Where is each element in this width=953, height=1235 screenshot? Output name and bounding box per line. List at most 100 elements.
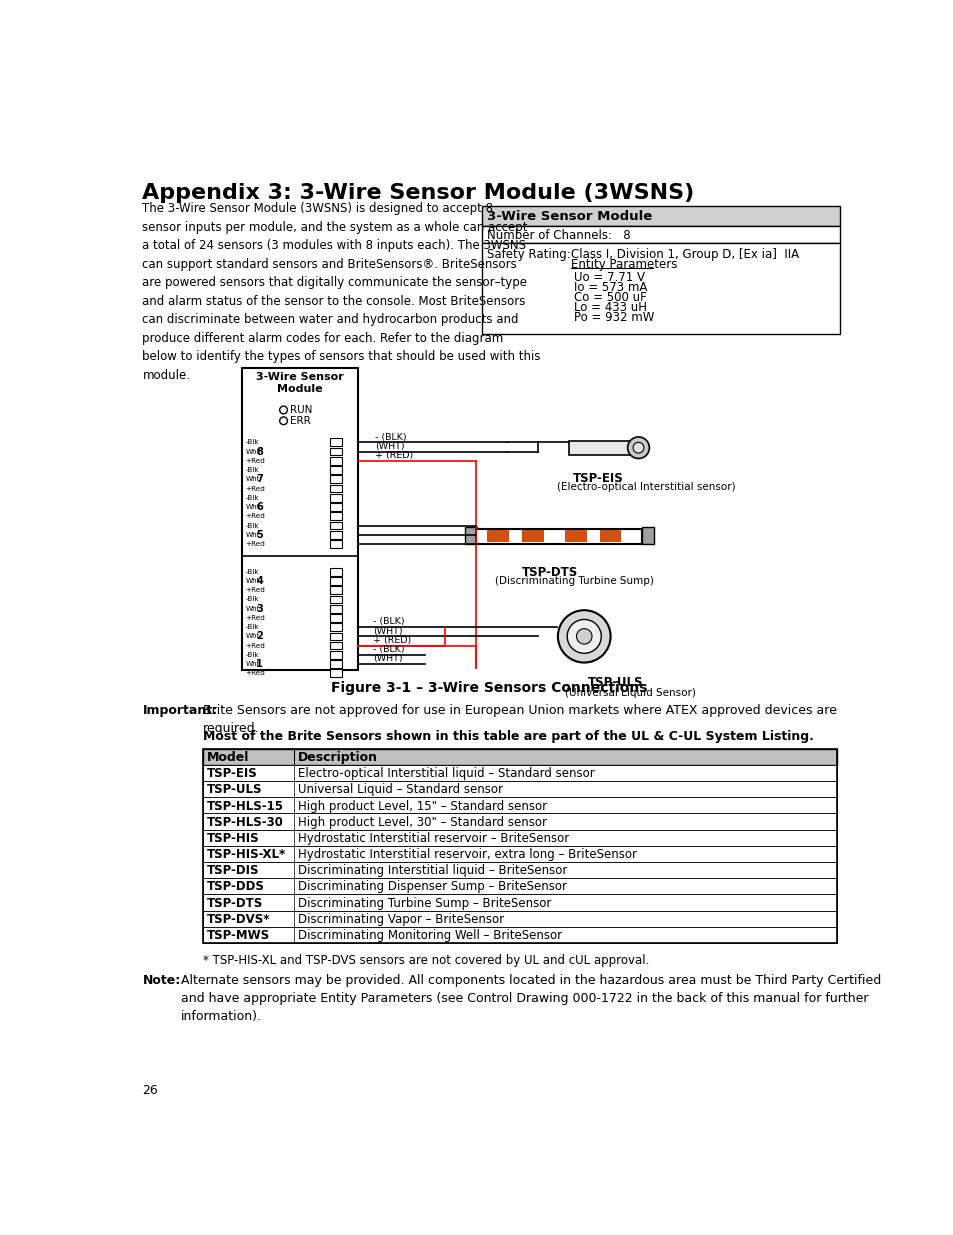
Circle shape — [633, 442, 643, 453]
FancyBboxPatch shape — [481, 226, 840, 243]
Text: Model: Model — [207, 751, 249, 764]
FancyBboxPatch shape — [203, 814, 836, 830]
Text: -Blk: -Blk — [245, 652, 259, 658]
Text: Safety Rating:: Safety Rating: — [486, 247, 570, 261]
Text: TSP-DTS: TSP-DTS — [207, 897, 263, 910]
FancyBboxPatch shape — [203, 894, 836, 910]
Text: Important:: Important: — [142, 704, 217, 718]
FancyBboxPatch shape — [330, 466, 342, 474]
Circle shape — [279, 417, 287, 425]
Circle shape — [558, 610, 610, 662]
Text: +Red: +Red — [245, 671, 265, 677]
FancyBboxPatch shape — [330, 513, 342, 520]
Text: - (BLK): - (BLK) — [373, 645, 405, 655]
Text: Discriminating Dispenser Sump – BriteSensor: Discriminating Dispenser Sump – BriteSen… — [298, 881, 567, 893]
Text: +Red: +Red — [245, 514, 265, 519]
Text: TSP-ULS: TSP-ULS — [207, 783, 262, 797]
FancyBboxPatch shape — [330, 503, 342, 511]
Text: (WHT): (WHT) — [373, 655, 403, 663]
Text: TSP-ULS: TSP-ULS — [587, 677, 643, 689]
FancyBboxPatch shape — [330, 531, 342, 538]
Text: Wht: Wht — [245, 661, 260, 667]
Text: Appendix 3: 3-Wire Sensor Module (3WSNS): Appendix 3: 3-Wire Sensor Module (3WSNS) — [142, 183, 694, 203]
FancyBboxPatch shape — [564, 530, 586, 542]
Text: (WHT): (WHT) — [375, 442, 404, 451]
Text: Entity Parameters: Entity Parameters — [571, 258, 677, 272]
Text: + (RED): + (RED) — [373, 636, 412, 645]
FancyBboxPatch shape — [330, 624, 342, 631]
Text: Po = 932 mW: Po = 932 mW — [574, 311, 654, 324]
FancyBboxPatch shape — [330, 457, 342, 464]
Text: 7: 7 — [256, 474, 263, 484]
Text: +Red: +Red — [245, 541, 265, 547]
FancyBboxPatch shape — [203, 910, 836, 926]
FancyBboxPatch shape — [330, 651, 342, 658]
Circle shape — [279, 406, 287, 414]
Text: (WHT): (WHT) — [373, 626, 403, 636]
FancyBboxPatch shape — [203, 830, 836, 846]
Text: TSP-DDS: TSP-DDS — [207, 881, 264, 893]
Text: -Blk: -Blk — [245, 568, 259, 574]
Text: +Red: +Red — [245, 485, 265, 492]
Text: Discriminating Vapor – BriteSensor: Discriminating Vapor – BriteSensor — [298, 913, 504, 926]
Text: Wht: Wht — [245, 605, 260, 611]
Text: Note:: Note: — [142, 973, 180, 987]
Text: Wht: Wht — [245, 448, 260, 454]
Text: Wht: Wht — [245, 634, 260, 640]
Text: +Red: +Red — [245, 587, 265, 593]
Text: TSP-DIS: TSP-DIS — [207, 864, 259, 877]
Text: Description: Description — [298, 751, 378, 764]
FancyBboxPatch shape — [203, 926, 836, 942]
FancyBboxPatch shape — [330, 595, 342, 603]
FancyBboxPatch shape — [330, 568, 342, 576]
FancyBboxPatch shape — [330, 484, 342, 493]
Text: -Blk: -Blk — [245, 467, 259, 473]
Text: RUN: RUN — [290, 405, 312, 415]
Text: Most of the Brite Sensors shown in this table are part of the UL & C-UL System L: Most of the Brite Sensors shown in this … — [203, 730, 813, 743]
Text: +Red: +Red — [245, 458, 265, 464]
FancyBboxPatch shape — [476, 529, 641, 543]
Text: Hydrostatic Interstitial reservoir – BriteSensor: Hydrostatic Interstitial reservoir – Bri… — [298, 832, 569, 845]
Text: 3-Wire Sensor Module: 3-Wire Sensor Module — [486, 210, 651, 222]
Text: - (BLK): - (BLK) — [373, 618, 405, 626]
Text: 6: 6 — [256, 501, 263, 513]
Text: 8: 8 — [256, 447, 263, 457]
Text: Lo = 433 uH: Lo = 433 uH — [574, 300, 646, 314]
Text: + (RED): + (RED) — [375, 451, 413, 461]
FancyBboxPatch shape — [521, 530, 543, 542]
FancyBboxPatch shape — [330, 577, 342, 585]
Text: 26: 26 — [142, 1084, 158, 1097]
FancyBboxPatch shape — [481, 206, 840, 226]
Circle shape — [576, 629, 592, 645]
Text: The 3-Wire Sensor Module (3WSNS) is designed to accept 8
sensor inputs per modul: The 3-Wire Sensor Module (3WSNS) is desi… — [142, 203, 540, 382]
Text: TSP-HIS: TSP-HIS — [207, 832, 259, 845]
Text: -Blk: -Blk — [245, 597, 259, 603]
Text: Hydrostatic Interstitial reservoir, extra long – BriteSensor: Hydrostatic Interstitial reservoir, extr… — [298, 848, 637, 861]
FancyBboxPatch shape — [203, 846, 836, 862]
Text: Io = 573 mA: Io = 573 mA — [574, 280, 647, 294]
Text: TSP-HIS-XL*: TSP-HIS-XL* — [207, 848, 286, 861]
FancyBboxPatch shape — [330, 494, 342, 501]
Circle shape — [567, 620, 600, 653]
FancyBboxPatch shape — [641, 527, 654, 543]
Text: Wht: Wht — [245, 504, 260, 510]
Text: Wht: Wht — [245, 532, 260, 537]
Text: TSP-DTS: TSP-DTS — [521, 566, 578, 578]
Text: +Red: +Red — [245, 615, 265, 621]
FancyBboxPatch shape — [487, 530, 509, 542]
FancyBboxPatch shape — [330, 669, 342, 677]
Text: Uo = 7.71 V: Uo = 7.71 V — [574, 270, 644, 284]
Circle shape — [627, 437, 649, 458]
Text: Discriminating Turbine Sump – BriteSensor: Discriminating Turbine Sump – BriteSenso… — [298, 897, 551, 910]
Text: 2: 2 — [256, 631, 263, 641]
Text: Wht: Wht — [245, 477, 260, 483]
FancyBboxPatch shape — [203, 798, 836, 814]
FancyBboxPatch shape — [330, 661, 342, 668]
Text: (Electro-optical Interstitial sensor): (Electro-optical Interstitial sensor) — [557, 483, 735, 493]
FancyBboxPatch shape — [330, 587, 342, 594]
Text: Universal Liquid – Standard sensor: Universal Liquid – Standard sensor — [298, 783, 503, 797]
Text: Wht: Wht — [245, 578, 260, 584]
Text: 3: 3 — [256, 604, 263, 614]
Text: 5: 5 — [256, 530, 263, 540]
Text: Discriminating Interstitial liquid – BriteSensor: Discriminating Interstitial liquid – Bri… — [298, 864, 567, 877]
